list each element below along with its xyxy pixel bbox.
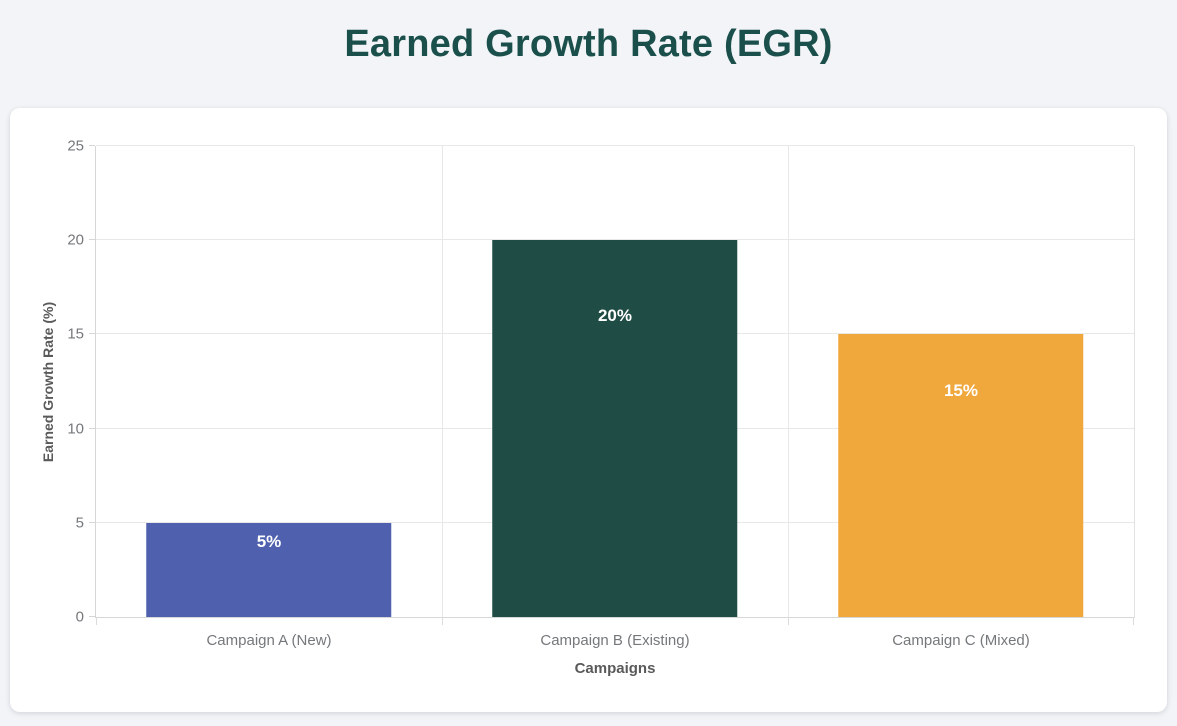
y-axis-tick bbox=[89, 427, 95, 429]
y-axis-tick bbox=[89, 333, 95, 335]
bar-value-label: 20% bbox=[597, 305, 633, 325]
x-tick-label: Campaign A (New) bbox=[206, 632, 332, 649]
x-axis-tick bbox=[96, 617, 97, 625]
bar-2[interactable]: 20% bbox=[492, 240, 738, 617]
x-axis-tick bbox=[1133, 617, 1134, 625]
x-gridline bbox=[788, 146, 789, 617]
y-axis-tick bbox=[89, 521, 95, 523]
y-tick-label: 20 bbox=[67, 231, 84, 249]
x-gridline bbox=[442, 146, 443, 617]
x-axis-title: Campaigns bbox=[574, 660, 656, 677]
y-tick-label: 5 bbox=[75, 514, 84, 532]
y-tick-label: 10 bbox=[67, 420, 84, 438]
y-axis-tick bbox=[89, 616, 95, 617]
x-axis-tick bbox=[442, 617, 443, 625]
bar-1[interactable]: 5% bbox=[146, 522, 392, 617]
chart-card: Earned Growth Rate (%) Campaigns 0 5 10 15 2… bbox=[10, 108, 1167, 712]
y-axis-tick bbox=[89, 239, 95, 241]
y-gridline bbox=[96, 239, 1134, 241]
y-axis-title: Earned Growth Rate (%) bbox=[40, 301, 56, 462]
y-tick-label: 15 bbox=[67, 325, 84, 343]
x-axis-tick bbox=[788, 617, 789, 625]
y-tick-label: 25 bbox=[67, 137, 84, 155]
y-gridline bbox=[96, 145, 1134, 146]
bar-3[interactable]: 15% bbox=[838, 334, 1084, 617]
y-tick-label: 0 bbox=[75, 608, 84, 626]
y-axis-tick bbox=[89, 145, 95, 146]
x-tick-label: Campaign C (Mixed) bbox=[892, 632, 1030, 649]
x-tick-label: Campaign B (Existing) bbox=[540, 632, 690, 649]
page-title: Earned Growth Rate (EGR) bbox=[344, 23, 833, 65]
bar-value-label: 5% bbox=[256, 531, 282, 551]
bar-value-label: 15% bbox=[943, 380, 979, 400]
plot-area: Earned Growth Rate (%) Campaigns 0 5 10 15 2… bbox=[40, 138, 1135, 677]
